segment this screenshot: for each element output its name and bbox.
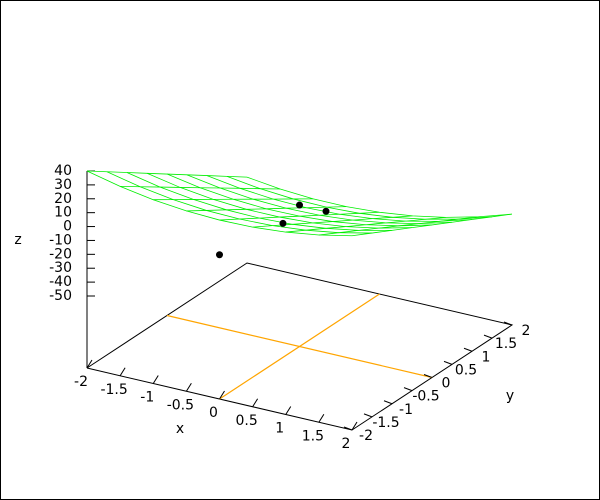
y-tick [463,347,473,352]
surface-line [86,170,248,178]
y-tick [363,413,373,418]
x-tick [351,421,358,431]
y-tick [343,426,353,431]
surface-line [318,216,479,236]
x-tick [119,367,126,377]
y-tick [383,400,393,405]
data-point [322,207,330,215]
z-tick-label: 20 [54,191,72,207]
x-tick-label: -1.5 [100,382,127,398]
x-tick-label: 0 [209,405,218,421]
zero-axis [166,314,433,379]
surface-line [219,211,380,221]
y-tick-label: 0.5 [455,362,477,378]
z-tick-label: 40 [54,163,72,179]
z-tick-label: 10 [54,205,72,221]
x-tick-label: 1 [275,421,284,437]
y-tick [483,334,493,339]
x-tick [219,390,225,400]
data-point [216,251,223,259]
x-tick [318,413,325,423]
y-tick-label: -0.5 [412,389,439,405]
y-tick [423,374,433,378]
surface-line [120,185,281,190]
surface-line [285,216,446,233]
y-tick-label: -1 [399,402,413,418]
z-tick-label: -30 [49,260,72,276]
x-tick [152,375,159,384]
x-tick-label: -1 [140,390,154,406]
surface-line [252,215,413,228]
x-axis-label: x [176,421,184,437]
z-axis-label: z [14,232,21,248]
x-tick-label: 2 [342,436,351,452]
y-tick [503,321,513,326]
surface-line [186,206,347,212]
x-tick-label: -2 [74,374,88,390]
x-tick [86,359,93,369]
z-tick-label: 0 [63,219,72,235]
x-tick-label: 1.5 [302,428,324,444]
z-tick-label: -50 [49,288,72,304]
data-point [279,219,287,227]
y-axis-label: y [506,388,514,404]
z-tick-label: 30 [54,177,72,193]
y-tick [443,360,453,365]
y-tick-label: -1.5 [372,415,399,431]
surface-line [153,198,314,201]
y-tick-label: -2 [359,428,373,444]
z-tick-label: -20 [49,246,72,262]
y-tick-label: 1 [482,349,491,365]
z-tick-label: -10 [49,232,72,248]
x-tick [185,382,192,392]
y-tick-label: 0 [442,376,451,392]
data-point [296,201,303,209]
x-tick-label: -0.5 [167,397,194,413]
x-tick-label: 0.5 [235,413,257,429]
base-box [86,262,514,431]
x-tick [252,398,259,408]
y-tick-label: 2 [522,323,531,339]
z-tick-label: -40 [49,274,72,290]
surface-line [351,213,513,237]
y-tick [403,387,413,392]
y-tick-label: 1.5 [495,336,517,352]
x-tick [285,406,292,415]
